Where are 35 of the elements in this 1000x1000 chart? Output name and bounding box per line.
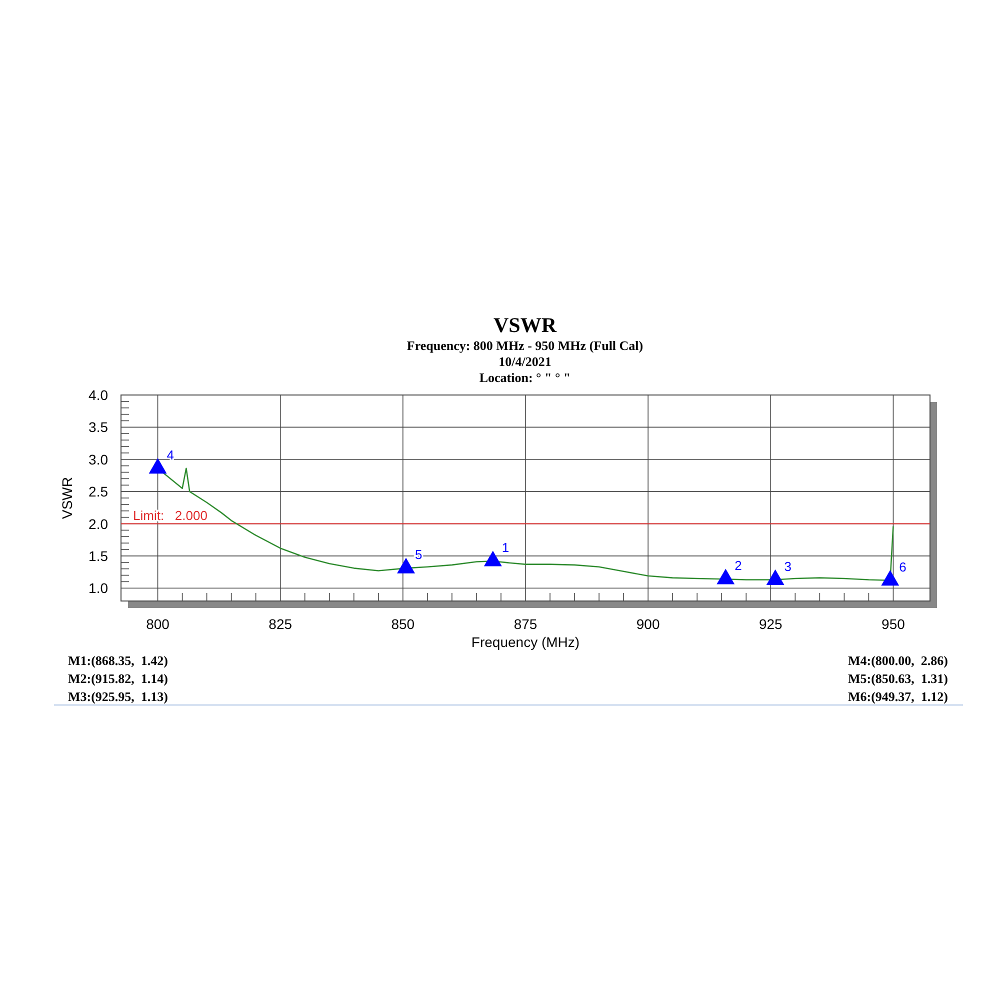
text: M4:(800.00, 2.86)	[848, 653, 948, 668]
y-tick-label: 3.0	[88, 451, 108, 468]
point	[397, 558, 416, 574]
annotation: 1	[502, 540, 510, 556]
annotation: 2	[734, 558, 742, 574]
y-tick-label: 2.0	[88, 516, 108, 532]
point	[148, 458, 167, 474]
text: M6:(949.37, 1.12)	[848, 689, 948, 704]
point	[484, 550, 502, 566]
y-tick-label: 2.5	[88, 484, 108, 500]
text: M2:(915.82, 1.14)	[68, 671, 168, 686]
annotation: 4	[166, 447, 174, 462]
x-tick-label: 925	[758, 616, 783, 632]
x-tick-label: 850	[391, 616, 415, 632]
point	[881, 570, 900, 586]
annotation: 3	[784, 558, 792, 574]
x-tick-label: 825	[268, 616, 292, 632]
chart-title: VSWR	[493, 313, 558, 337]
y-tick-label: 1.5	[88, 548, 108, 564]
x-tick-label: 900	[636, 616, 660, 632]
text: M1:(868.35, 1.42)	[68, 653, 168, 668]
x-tick-label: 875	[514, 616, 538, 632]
point	[766, 569, 784, 585]
y-axis-title: VSWR	[59, 477, 75, 519]
y-tick-label: 4.0	[88, 387, 108, 403]
x-tick-label: 950	[882, 616, 906, 632]
chart-subtitle: Frequency: 800 MHz - 950 MHz (Full Cal) 10/4/2021 Location: ° " ° "	[406, 338, 644, 385]
y-tick-label: 1.0	[88, 580, 108, 596]
x-tick-label: 800	[146, 616, 170, 632]
y-tick-label: 3.5	[88, 419, 108, 436]
point	[716, 568, 735, 584]
x-axis-title: Frequency (MHz)	[471, 634, 580, 650]
text: M3:(925.95, 1.13)	[68, 689, 168, 704]
text: M5:(850.63, 1.31)	[848, 671, 948, 686]
annotation: 6	[899, 559, 906, 574]
